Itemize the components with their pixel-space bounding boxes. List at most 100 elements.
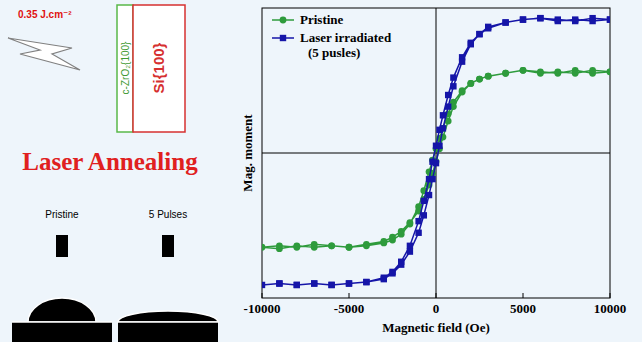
x-tick-label: 0 bbox=[433, 301, 440, 316]
data-point bbox=[389, 270, 395, 276]
data-point bbox=[520, 67, 527, 74]
data-point bbox=[485, 73, 492, 80]
data-point bbox=[293, 244, 300, 251]
data-point bbox=[450, 83, 456, 89]
data-point bbox=[607, 68, 610, 75]
sample-label: Pristine bbox=[45, 209, 79, 220]
y-axis-title: Mag. moment bbox=[240, 114, 255, 192]
data-point bbox=[346, 244, 353, 251]
data-point bbox=[436, 143, 442, 149]
legend-label: Pristine bbox=[300, 12, 344, 27]
needle bbox=[162, 235, 174, 257]
data-point bbox=[555, 18, 561, 24]
baseline bbox=[118, 321, 218, 323]
droplet bbox=[28, 298, 96, 322]
data-point bbox=[407, 243, 413, 249]
data-point bbox=[485, 73, 492, 80]
data-point bbox=[363, 279, 369, 285]
zro2-layer bbox=[117, 5, 133, 132]
data-point bbox=[346, 280, 352, 286]
legend-marker bbox=[280, 35, 286, 41]
data-point bbox=[450, 74, 456, 80]
data-point bbox=[440, 125, 447, 132]
legend-marker bbox=[280, 17, 287, 24]
data-point bbox=[311, 280, 317, 286]
substrate-base bbox=[118, 322, 218, 342]
data-point bbox=[433, 160, 439, 166]
background bbox=[0, 0, 642, 342]
data-point bbox=[520, 16, 526, 22]
x-tick bbox=[610, 293, 611, 298]
data-point bbox=[421, 198, 427, 204]
data-point bbox=[607, 68, 610, 75]
data-point bbox=[328, 242, 335, 249]
data-point bbox=[328, 282, 334, 288]
data-point bbox=[398, 228, 405, 235]
data-point bbox=[262, 282, 265, 288]
x-tick-label: 10000 bbox=[594, 301, 627, 316]
layer-label: Si{100} bbox=[150, 42, 167, 93]
needle bbox=[56, 235, 68, 257]
data-point bbox=[328, 282, 334, 288]
data-point bbox=[502, 19, 508, 25]
data-point bbox=[276, 280, 282, 286]
data-point bbox=[502, 19, 508, 25]
legend-line-1: Laser irradiated bbox=[300, 30, 392, 45]
data-point bbox=[589, 67, 596, 74]
data-point bbox=[389, 234, 396, 241]
x-tick bbox=[262, 293, 263, 298]
data-point bbox=[407, 219, 414, 226]
data-point bbox=[520, 16, 526, 22]
plot-frame bbox=[262, 8, 610, 298]
x-axis-title: Magnetic field (Oe) bbox=[382, 320, 490, 335]
data-point bbox=[380, 238, 387, 245]
data-point bbox=[421, 212, 427, 218]
data-point bbox=[440, 112, 446, 118]
data-point bbox=[467, 80, 474, 87]
layer-label: c-ZrO₂{100} bbox=[120, 41, 131, 94]
data-point bbox=[459, 89, 466, 96]
data-point bbox=[459, 58, 465, 64]
x-tick-label: 5000 bbox=[510, 301, 536, 316]
process-title: Laser Annealing bbox=[22, 148, 198, 175]
data-point bbox=[537, 15, 543, 21]
data-point bbox=[407, 248, 413, 254]
data-point bbox=[485, 24, 491, 30]
data-point bbox=[346, 280, 352, 286]
x-tick bbox=[436, 293, 437, 298]
substrate-base bbox=[12, 322, 112, 342]
data-point bbox=[381, 276, 387, 282]
data-point bbox=[294, 282, 300, 288]
data-point bbox=[415, 218, 421, 224]
data-point bbox=[502, 70, 509, 77]
data-point bbox=[445, 92, 451, 98]
x-tick bbox=[523, 293, 524, 298]
si-substrate bbox=[133, 5, 185, 132]
data-point bbox=[476, 31, 482, 37]
data-point bbox=[607, 16, 610, 22]
data-point bbox=[363, 279, 369, 285]
droplet bbox=[118, 311, 218, 322]
data-point bbox=[572, 16, 578, 22]
data-point bbox=[311, 241, 318, 248]
data-point bbox=[520, 67, 527, 74]
zero-line-y bbox=[262, 153, 610, 154]
data-point bbox=[363, 241, 370, 248]
data-point bbox=[572, 70, 579, 77]
data-point bbox=[537, 15, 543, 21]
plot-area bbox=[262, 15, 610, 288]
data-point bbox=[276, 242, 283, 249]
x-tick bbox=[349, 293, 350, 298]
data-point bbox=[468, 41, 474, 47]
x-tick-label: -10000 bbox=[244, 301, 281, 316]
data-point bbox=[415, 230, 421, 236]
x-tick-label: -5000 bbox=[334, 301, 364, 316]
figure: 0.35 J.cm⁻²c-ZrO₂{100}Si{100}Laser Annea… bbox=[0, 0, 642, 342]
data-point bbox=[554, 68, 561, 75]
legend-label: Laser irradiated(5 pusles) bbox=[300, 30, 392, 60]
sample-label: 5 Pulses bbox=[149, 209, 187, 220]
data-point bbox=[537, 70, 544, 77]
data-point bbox=[502, 70, 509, 77]
legend-line-2: (5 pusles) bbox=[308, 45, 360, 60]
data-point bbox=[276, 280, 282, 286]
